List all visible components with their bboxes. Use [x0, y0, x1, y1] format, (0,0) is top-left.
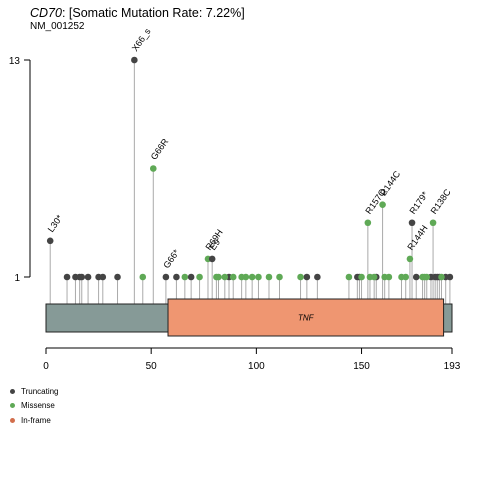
missense-dot [149, 165, 157, 172]
mutation-rate: : [Somatic Mutation Rate: 7.22%] [61, 6, 245, 20]
legend-label: Missense [21, 401, 55, 411]
y-axis: 1 13 [9, 56, 31, 284]
legend-item-inframe: In-frame [10, 413, 59, 428]
missense-dot [265, 273, 273, 281]
truncating-dot [131, 56, 138, 64]
mutation-label: R179* [407, 189, 430, 216]
missense-dot [438, 273, 445, 281]
missense-dot [402, 273, 410, 281]
missense-dot [379, 201, 386, 208]
tnf-domain [167, 298, 445, 337]
missense-dot [406, 255, 414, 263]
truncating-dot [114, 273, 121, 281]
truncating-dot [78, 273, 86, 281]
mutation-label: R144H [405, 223, 429, 252]
missense-dot [248, 273, 256, 281]
truncating-dot [173, 273, 180, 281]
truncating-dot [63, 273, 71, 281]
legend-label: Truncating [21, 386, 59, 396]
mutation-label: L30* [46, 213, 65, 234]
truncating-dot [99, 273, 107, 281]
truncating-dot [303, 273, 311, 281]
missense-dot [423, 273, 431, 281]
missense-dot [229, 273, 237, 281]
x-tick-label: 50 [146, 361, 158, 372]
truncating-dot [84, 273, 92, 281]
y-tick-label: 13 [9, 56, 21, 67]
x-tick-label: 100 [248, 361, 265, 372]
truncating-dot [187, 273, 195, 281]
missense-dot [215, 273, 222, 281]
truncating-dot [208, 255, 216, 263]
missense-dot [276, 273, 283, 281]
x-tick-label: 193 [444, 361, 461, 372]
x-tick-label: 0 [43, 361, 49, 372]
truncating-dot [412, 273, 420, 281]
inframe-marker [10, 417, 15, 423]
missense-dot [297, 273, 304, 281]
missense-dot [385, 273, 393, 281]
truncating-dot [46, 237, 54, 245]
gene-name: CD70 [30, 6, 62, 20]
y-tick-label: 1 [14, 273, 20, 284]
truncating-dot [314, 273, 321, 281]
missense-marker [10, 403, 15, 409]
transcript-id: NM_001252 [30, 21, 85, 32]
truncating-dot [408, 219, 416, 227]
mutation-label: R138C [429, 187, 454, 216]
missense-dot [364, 219, 372, 227]
mutation-label: G66R [149, 136, 171, 161]
truncating-dot [446, 273, 454, 281]
mutation-labels: L30*X66_sG66RG66*R69HE9R157QR144CR179*R1… [46, 26, 453, 270]
legend-item-missense: Missense [10, 399, 59, 414]
protein-track: TNF [45, 298, 453, 337]
missense-dot [196, 273, 203, 281]
missense-dot [221, 273, 229, 281]
legend-label: In-frame [21, 415, 51, 425]
mutation-dots [46, 56, 454, 281]
missense-dot [370, 273, 378, 281]
missense-dot [429, 219, 437, 227]
missense-dot [345, 273, 353, 281]
missense-dot [242, 273, 250, 281]
truncating-marker [10, 388, 15, 394]
mutation-label: R144C [378, 169, 403, 198]
missense-dot [139, 273, 147, 281]
missense-dot [255, 273, 262, 281]
legend: Truncating Missense In-frame [10, 384, 59, 428]
mutation-label: G66* [161, 247, 181, 270]
mutation-label: X66_s [130, 26, 153, 53]
missense-dot [358, 273, 365, 281]
legend-item-truncating: Truncating [10, 384, 59, 399]
domain-label: TNF [298, 314, 315, 323]
x-axis: 0 50 100 150 193 [43, 347, 461, 372]
x-tick-label: 150 [353, 361, 370, 372]
missense-dot [181, 273, 189, 281]
chart-title: CD70: [Somatic Mutation Rate: 7.22%] [30, 6, 245, 20]
truncating-dot [162, 273, 170, 281]
